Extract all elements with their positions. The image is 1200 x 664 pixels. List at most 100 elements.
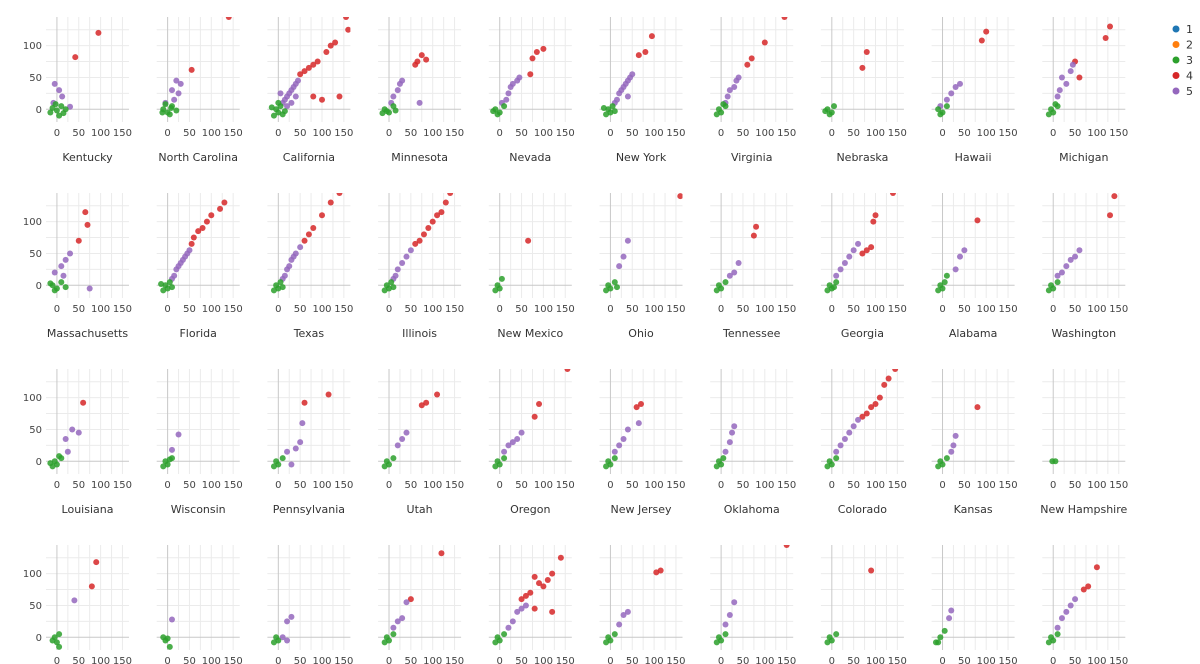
- data-point-cluster-5: [735, 260, 742, 266]
- data-point-cluster-4: [885, 375, 892, 382]
- x-tick-label: 0: [164, 304, 170, 315]
- data-point-cluster-5: [71, 597, 78, 604]
- data-point-cluster-4: [95, 29, 102, 36]
- legend-item[interactable]: 4: [1172, 70, 1194, 83]
- panel-title: New Hampshire: [1040, 503, 1127, 516]
- x-tick-label: 50: [515, 656, 528, 664]
- legend-label: 5: [1186, 85, 1193, 98]
- data-point-cluster-4: [80, 399, 87, 406]
- data-point-cluster-3: [1045, 111, 1052, 118]
- x-tick-label: 0: [386, 128, 392, 139]
- data-point-cluster-3: [611, 108, 618, 115]
- x-tick-label: 100: [1087, 128, 1106, 139]
- data-point-cluster-4: [642, 49, 649, 55]
- data-point-cluster-3: [713, 463, 720, 470]
- panel-points: [158, 199, 228, 294]
- data-point-cluster-3: [603, 639, 610, 646]
- x-tick-label: 150: [556, 304, 575, 315]
- data-point-cluster-5: [726, 87, 733, 94]
- x-tick-label: 50: [183, 304, 196, 315]
- data-point-cluster-4: [557, 554, 564, 561]
- legend-item[interactable]: 1: [1172, 23, 1194, 36]
- data-point-cluster-5: [284, 618, 291, 625]
- data-point-cluster-3: [941, 279, 948, 286]
- x-tick-label: 150: [556, 128, 575, 139]
- x-tick-label: 100: [91, 656, 110, 664]
- legend-item[interactable]: 2: [1172, 39, 1194, 52]
- panel: 0 50 100 150 Nevada: [488, 17, 575, 164]
- y-tick-label: 50: [29, 601, 42, 612]
- data-point-cluster-5: [284, 448, 291, 455]
- data-point-cluster-5: [1054, 272, 1061, 279]
- data-point-cluster-3: [831, 284, 838, 291]
- data-point-cluster-4: [978, 37, 985, 44]
- data-point-cluster-4: [531, 573, 538, 580]
- x-tick-label: 100: [977, 480, 996, 491]
- legend-item[interactable]: 5: [1172, 85, 1194, 98]
- legend[interactable]: 1 2 3 4 5: [1172, 23, 1194, 98]
- data-point-cluster-3: [609, 103, 616, 110]
- data-point-cluster-5: [62, 436, 69, 442]
- legend-item[interactable]: 3: [1172, 54, 1194, 67]
- data-point-cluster-3: [720, 455, 727, 462]
- data-point-cluster-4: [881, 381, 888, 388]
- data-point-cluster-4: [195, 228, 202, 235]
- data-point-cluster-5: [731, 423, 738, 430]
- data-point-cluster-4: [442, 199, 449, 206]
- x-tick-label: 150: [445, 656, 464, 664]
- data-point-cluster-5: [946, 615, 953, 622]
- panel: 0 50 100 150 New York: [599, 17, 685, 164]
- panel-points: [713, 423, 738, 470]
- data-point-cluster-3: [160, 634, 167, 641]
- data-point-cluster-3: [53, 107, 60, 114]
- data-point-cluster-4: [531, 413, 538, 420]
- panel-points: [268, 17, 351, 119]
- data-point-cluster-3: [603, 463, 610, 470]
- x-tick-label: 50: [294, 128, 307, 139]
- data-point-cluster-5: [837, 442, 844, 449]
- data-point-cluster-5: [168, 446, 175, 453]
- x-tick-label: 100: [755, 128, 774, 139]
- x-tick-label: 100: [202, 480, 221, 491]
- x-tick-label: 100: [91, 480, 110, 491]
- x-tick-label: 0: [54, 656, 60, 664]
- data-point-cluster-4: [974, 217, 981, 224]
- data-point-cluster-3: [168, 284, 175, 291]
- panel-title: Oregon: [510, 503, 550, 516]
- data-point-cluster-3: [603, 111, 610, 118]
- x-tick-label: 150: [224, 304, 243, 315]
- panel-points: [160, 431, 182, 470]
- data-point-cluster-3: [501, 455, 508, 462]
- data-point-cluster-4: [1076, 74, 1083, 81]
- panel-title: Nevada: [509, 151, 551, 164]
- x-tick-label: 100: [202, 656, 221, 664]
- x-tick-label: 150: [113, 128, 132, 139]
- data-point-cluster-5: [635, 420, 642, 427]
- panel: 0 50 100 150 Alabama: [931, 193, 1018, 340]
- data-point-cluster-4: [549, 570, 556, 577]
- data-point-cluster-3: [611, 279, 618, 286]
- data-point-cluster-4: [420, 231, 427, 238]
- x-tick-label: 50: [404, 304, 417, 315]
- x-tick-label: 150: [888, 480, 907, 491]
- data-point-cluster-5: [173, 77, 180, 84]
- x-tick-label: 150: [224, 656, 243, 664]
- data-point-cluster-5: [62, 256, 69, 263]
- data-point-cluster-4: [325, 391, 332, 398]
- data-point-cluster-3: [833, 279, 840, 286]
- data-point-cluster-3: [277, 279, 284, 286]
- panel-title: Illinois: [402, 327, 437, 340]
- x-tick-label: 0: [829, 480, 835, 491]
- panel-title: Oklahoma: [724, 503, 780, 516]
- panel-points: [713, 545, 790, 646]
- x-tick-label: 150: [777, 304, 796, 315]
- legend-label: 1: [1186, 23, 1193, 36]
- data-point-cluster-5: [399, 615, 406, 622]
- data-point-cluster-4: [416, 237, 423, 244]
- data-point-cluster-5: [507, 84, 514, 90]
- data-point-cluster-4: [635, 52, 642, 59]
- data-point-cluster-3: [56, 453, 63, 460]
- x-tick-label: 50: [626, 304, 639, 315]
- data-point-cluster-3: [381, 639, 388, 646]
- panel-points: [160, 616, 175, 650]
